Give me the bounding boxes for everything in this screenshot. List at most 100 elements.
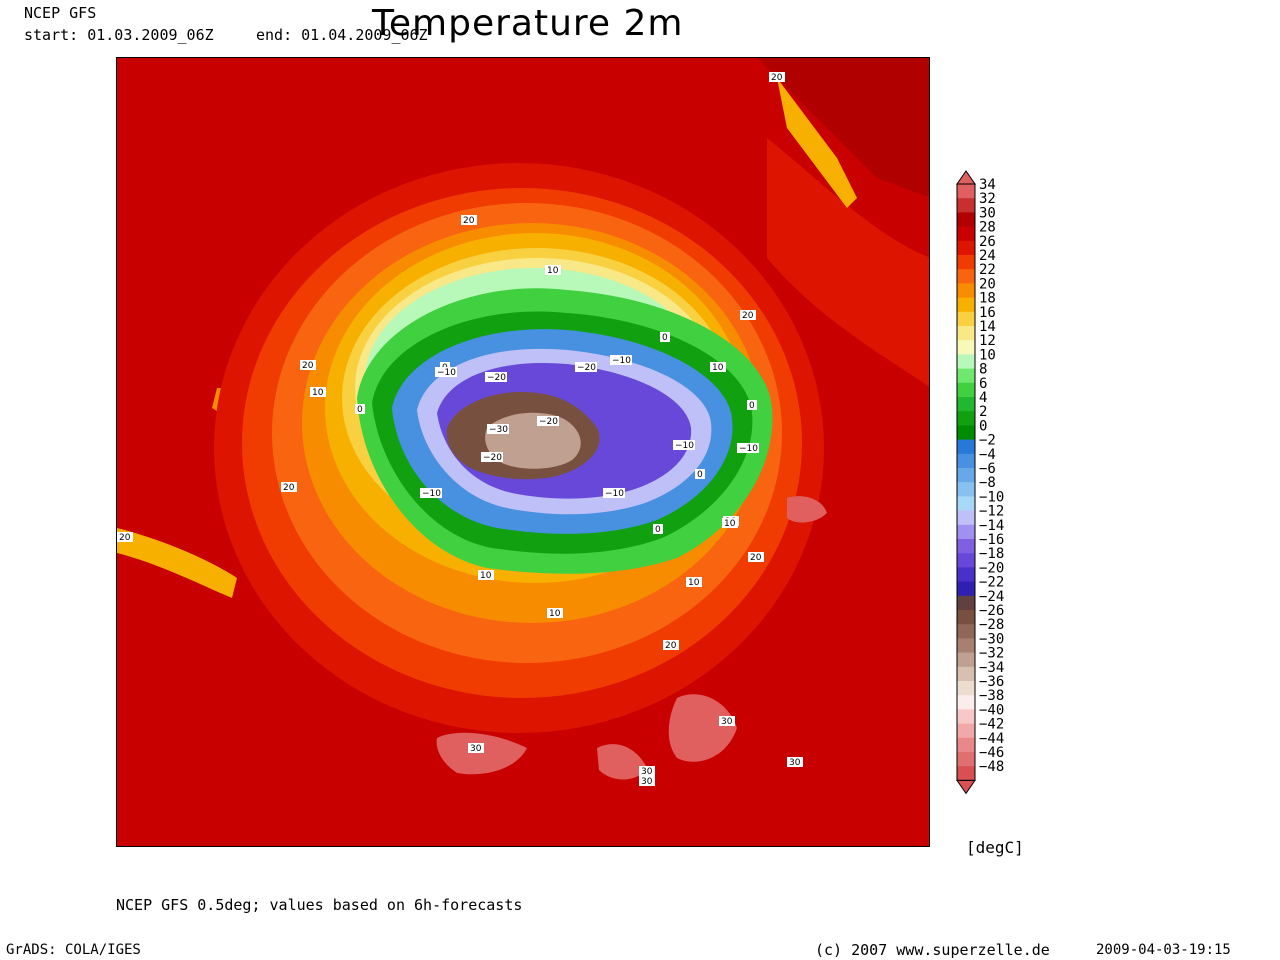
contour-label: −20 [481, 452, 503, 463]
hot-desert-patch [436, 732, 527, 775]
svg-text:−30: −30 [489, 425, 508, 435]
colorbar-swatch [957, 496, 975, 511]
colorbar-tick-label: 4 [979, 390, 987, 406]
colorbar-swatch [957, 681, 975, 696]
colorbar-swatch [957, 283, 975, 298]
contour-label: 30 [639, 776, 655, 787]
colorbar-swatch [957, 666, 975, 682]
colorbar-tick-label: 12 [979, 333, 996, 349]
svg-text:20: 20 [771, 73, 783, 83]
svg-text:10: 10 [712, 363, 724, 373]
svg-text:10: 10 [724, 519, 736, 529]
start-time-label: start: 01.03.2009_06Z [24, 26, 214, 44]
colorbar-swatch [957, 269, 975, 284]
colorbar-max-arrow [956, 170, 976, 185]
colorbar-tick-label: −44 [979, 731, 1004, 747]
svg-text:−10: −10 [605, 489, 624, 499]
colorbar-swatch [957, 326, 975, 341]
colorbar-tick-label: −32 [979, 646, 1004, 662]
temperature-map: 20 20 10 20 0 −10 −20 −20 −10 0 10 20 10 0 −20 −30 −20 −1… [116, 57, 930, 847]
colorbar-tick-label: 30 [979, 205, 996, 221]
contour-label: 20 [769, 72, 785, 83]
svg-text:20: 20 [119, 533, 131, 543]
colorbar-tick-label: 16 [979, 305, 996, 321]
svg-text:20: 20 [283, 483, 295, 493]
svg-text:0: 0 [662, 333, 668, 343]
colorbar-tick-label: −30 [979, 631, 1004, 647]
colorbar-swatch [957, 709, 975, 724]
svg-text:−20: −20 [539, 417, 558, 427]
colorbar-swatch [957, 482, 975, 497]
contour-label: −10 [420, 488, 442, 499]
colorbar-swatch [957, 624, 975, 639]
svg-text:−10: −10 [422, 489, 441, 499]
colorbar-swatch [957, 368, 975, 384]
contour-label: −10 [603, 488, 625, 499]
svg-text:20: 20 [750, 553, 762, 563]
hot-desert-patch [597, 744, 647, 780]
contour-label: 10 [478, 570, 494, 581]
colorbar-swatch [957, 382, 975, 398]
colorbar-tick-label: 6 [979, 376, 987, 392]
colorbar-swatch [957, 340, 975, 355]
colorbar-tick-label: −24 [979, 589, 1004, 605]
contour-label: −20 [575, 362, 597, 373]
colorbar-swatch [957, 425, 975, 440]
colorbar-tick-label: 18 [979, 291, 996, 307]
colorbar-swatch [957, 354, 975, 369]
colorbar-tick-label: 34 [979, 177, 996, 193]
model-label: NCEP GFS [24, 4, 97, 22]
colorbar-swatch [957, 610, 975, 625]
contour-label: 10 [722, 518, 738, 529]
svg-text:10: 10 [480, 571, 492, 581]
colorbar-swatch [957, 752, 975, 767]
svg-text:−20: −20 [487, 373, 506, 383]
contour-label: 30 [639, 766, 655, 777]
colorbar-tick-label: −42 [979, 717, 1004, 733]
svg-text:10: 10 [688, 578, 700, 588]
svg-text:0: 0 [655, 525, 661, 535]
colorbar-tick-label: −6 [979, 461, 996, 477]
colorbar-swatch [957, 255, 975, 270]
copyright-text: (c) 2007 www.superzelle.de [815, 941, 1050, 959]
contour-label: −10 [737, 443, 759, 454]
svg-text:30: 30 [641, 777, 653, 787]
colorbar-tick-label: 28 [979, 220, 996, 236]
colorbar-swatch [957, 184, 975, 199]
colorbar-swatch [957, 453, 975, 469]
svg-text:−10: −10 [437, 368, 456, 378]
contour-label: −10 [610, 355, 632, 366]
timestamp-text: 2009-04-03-19:15 [1096, 942, 1231, 958]
colorbar-tick-label: −48 [979, 759, 1004, 775]
svg-text:−20: −20 [483, 453, 502, 463]
svg-text:0: 0 [697, 470, 703, 480]
contour-label: 20 [748, 552, 764, 563]
hot-desert-patch [668, 694, 737, 762]
colorbar-swatch [957, 567, 975, 582]
svg-text:30: 30 [641, 767, 653, 777]
svg-text:30: 30 [470, 744, 482, 754]
contour-label: 30 [787, 757, 803, 768]
colorbar-tick-label: −34 [979, 660, 1004, 676]
svg-text:10: 10 [549, 609, 561, 619]
software-credit: GrADS: COLA/IGES [6, 942, 141, 958]
colorbar-swatch [957, 226, 975, 242]
colorbar-tick-label: 24 [979, 248, 996, 264]
contour-label: 20 [281, 482, 297, 493]
end-time-label: end: 01.04.2009_06Z [256, 26, 428, 44]
colorbar-swatch [957, 510, 975, 526]
colorbar-swatch [957, 297, 975, 313]
colorbar-tick-label: 8 [979, 362, 987, 378]
contour-label: 0 [660, 332, 670, 343]
colorbar-tick-label: −46 [979, 745, 1004, 761]
colorbar-swatch [957, 553, 975, 568]
svg-text:−10: −10 [739, 444, 758, 454]
contour-label: 20 [300, 360, 316, 371]
contour-label: 20 [740, 310, 756, 321]
colorbar-tick-label: −20 [979, 560, 1004, 576]
colorbar-swatch [957, 695, 975, 710]
svg-text:20: 20 [302, 361, 314, 371]
colorbar-swatch [957, 766, 975, 781]
hot-desert-patch [787, 496, 827, 523]
colorbar-tick-label: 2 [979, 404, 987, 420]
